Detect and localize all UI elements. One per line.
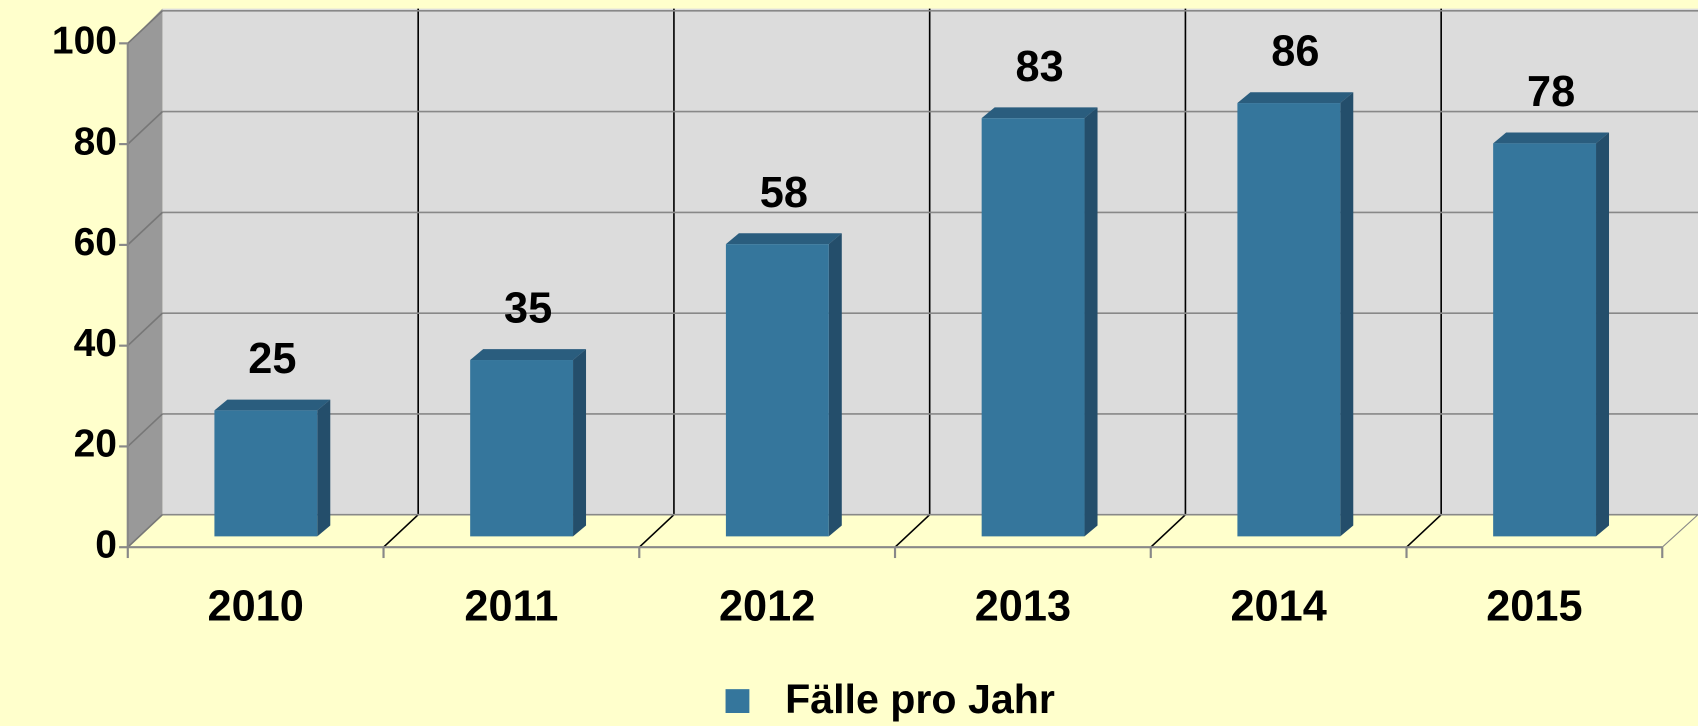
bar-side [1084, 107, 1098, 537]
bar [1493, 143, 1597, 537]
bar [214, 410, 318, 537]
grid-line [127, 10, 163, 44]
x-tick-label: 2011 [464, 582, 558, 630]
grid-line [127, 413, 163, 448]
bar [470, 360, 574, 537]
grid-line [127, 312, 163, 347]
x-tick-label: 2015 [1486, 582, 1582, 630]
y-tick-label: 80 [74, 120, 117, 163]
data-label: 86 [1271, 28, 1319, 76]
grid-line [127, 211, 163, 246]
floor-line [638, 514, 675, 548]
legend-swatch [725, 689, 750, 713]
legend-label: Fälle pro Jahr [785, 676, 1055, 722]
bar-top [725, 233, 842, 245]
bar-side [1340, 92, 1354, 537]
bar-top [1493, 132, 1610, 144]
floor-line [382, 514, 419, 548]
bar-side [573, 349, 587, 537]
y-tick-label: 20 [74, 423, 117, 466]
bar [725, 244, 829, 537]
grid-line [127, 111, 163, 145]
x-tick-label: 2014 [1230, 582, 1326, 630]
bar-top [981, 107, 1098, 119]
y-tick-label: 100 [52, 20, 117, 63]
floor-line [1150, 514, 1186, 548]
data-label: 58 [760, 169, 808, 217]
bar-side [828, 233, 842, 537]
grid-line [127, 514, 163, 548]
bar [981, 118, 1085, 537]
data-label: 25 [248, 335, 296, 383]
x-tick-label: 2013 [975, 582, 1071, 630]
x-tick-label: 2010 [207, 582, 303, 630]
y-tick-label: 0 [95, 523, 117, 566]
bar [1237, 103, 1341, 537]
floor-line [1405, 514, 1442, 548]
x-tick-label: 2012 [719, 582, 815, 630]
y-tick-label: 40 [74, 322, 117, 365]
floor-line [894, 514, 931, 548]
bar-top [1237, 92, 1354, 104]
data-label: 83 [1016, 43, 1064, 91]
data-label: 35 [504, 285, 552, 333]
bar-top [470, 349, 587, 361]
data-label: 78 [1527, 68, 1575, 116]
side-wall [127, 8, 163, 548]
bar-side [317, 399, 331, 537]
bar-top [214, 399, 331, 411]
y-tick-label: 60 [74, 221, 117, 264]
bar-side [1596, 132, 1610, 537]
